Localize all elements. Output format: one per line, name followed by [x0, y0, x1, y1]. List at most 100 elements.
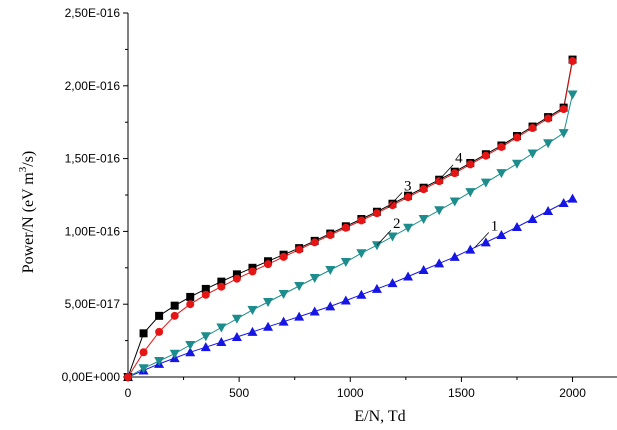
series-3-point	[326, 231, 335, 240]
series-1-point	[434, 258, 445, 268]
series-4-point	[155, 311, 164, 320]
series-3-point	[388, 201, 397, 210]
series-2-point	[449, 197, 460, 207]
series-3-point	[170, 311, 179, 320]
series-3-point	[155, 327, 164, 336]
annotation-label: 1	[491, 219, 499, 235]
series-3-point	[497, 142, 506, 151]
series-2-point	[567, 90, 578, 100]
annotation-label: 4	[455, 151, 463, 167]
series-1-point	[200, 342, 211, 352]
series-1-point	[403, 271, 414, 281]
series-1-point	[247, 326, 258, 336]
series-2-point	[278, 290, 289, 300]
y-axis-title-main: Power/N (eV m	[20, 172, 37, 274]
y-axis-title: Power/N (eV m3/s)	[17, 151, 37, 274]
y-axis-title-tail: /s)	[20, 151, 37, 167]
x-tick-label: 1500	[448, 386, 475, 400]
series-3-point	[419, 185, 428, 194]
series-1-point	[278, 316, 289, 326]
series-2-point	[138, 364, 149, 374]
annotation-leader	[474, 232, 490, 248]
series-4-line	[127, 59, 573, 378]
x-tick-label: 500	[229, 386, 249, 400]
series-2-point	[231, 314, 242, 324]
series-markers	[123, 55, 578, 382]
y-tick-label: 5,00E-017	[65, 297, 121, 311]
series-2-point	[247, 306, 258, 316]
series-3-point	[372, 209, 381, 218]
series-2-point	[263, 298, 274, 308]
series-3-point	[232, 274, 241, 283]
series-1-point	[294, 311, 305, 321]
series-3-point	[217, 282, 226, 291]
series-3-point	[264, 260, 273, 269]
annotation-leader	[438, 164, 454, 180]
series-3-point	[450, 169, 459, 178]
series-3-point	[481, 151, 490, 160]
series-2-point	[294, 282, 305, 291]
series-4-point	[232, 270, 241, 279]
series-3-point	[248, 267, 257, 276]
series-4-point	[201, 284, 210, 293]
y-tick-label: 1,50E-016	[65, 152, 121, 166]
series-2-point	[558, 129, 569, 139]
series-2-point	[418, 215, 429, 225]
series-2-point	[325, 265, 336, 275]
x-tick-label: 1000	[337, 386, 364, 400]
series-3-point	[279, 252, 288, 261]
series-1-point	[340, 295, 351, 305]
x-tick-label: 0	[125, 386, 132, 400]
series-4-point	[217, 277, 226, 286]
series-1-point	[231, 331, 242, 341]
y-tick-label: 0,00E+000	[62, 370, 121, 384]
series-1-point	[356, 289, 367, 299]
series-2-point	[465, 188, 476, 198]
x-axis-title: E/N, Td	[354, 408, 405, 425]
series-3-point	[404, 193, 413, 202]
series-4-point	[186, 292, 195, 301]
annotation-leader	[376, 229, 392, 246]
series-3-point	[186, 300, 195, 309]
series-1-point	[309, 306, 320, 316]
series-1-point	[496, 230, 507, 240]
series-1-point	[465, 244, 476, 254]
series-1-point	[567, 193, 578, 203]
annotation-leader	[387, 192, 403, 208]
series-1-point	[216, 337, 227, 347]
series-1-point	[511, 222, 522, 232]
y-tick-label: 1,00E-016	[65, 224, 121, 238]
series-3-line	[127, 60, 573, 378]
series-2-point	[356, 249, 367, 259]
series-3-point	[544, 114, 553, 123]
series-3-point	[124, 373, 132, 381]
series-2-point	[387, 232, 398, 242]
series-1-point	[185, 347, 196, 357]
series-lines	[127, 59, 573, 378]
series-2-point	[200, 332, 211, 342]
series-1-point	[449, 251, 460, 261]
series-1-point	[371, 283, 382, 293]
series-3-point	[568, 57, 577, 66]
series-2-point	[216, 323, 227, 333]
plot-frame	[127, 13, 617, 378]
series-2-point	[527, 149, 538, 159]
series-2-point	[511, 159, 522, 169]
y-tick-label: 2,00E-016	[65, 79, 121, 93]
series-1-point	[325, 301, 336, 311]
series-1-point	[387, 278, 398, 288]
series-1-point	[480, 237, 491, 247]
annotation-label: 2	[393, 216, 401, 232]
x-tick-label: 2000	[559, 386, 586, 400]
series-2-point	[496, 169, 507, 179]
series-2-point	[371, 241, 382, 251]
series-2-point	[185, 340, 196, 350]
series-2-point	[480, 178, 491, 188]
series-3-point	[528, 124, 537, 133]
annotations: 1 2 3 4	[376, 151, 499, 248]
series-1-point	[558, 198, 569, 208]
annotation-label: 3	[404, 178, 412, 194]
series-2-point	[340, 257, 351, 267]
axes: 0 500 1000 1500 2000 0,00E+000 5,00E-017 1,00E-…	[62, 6, 587, 400]
